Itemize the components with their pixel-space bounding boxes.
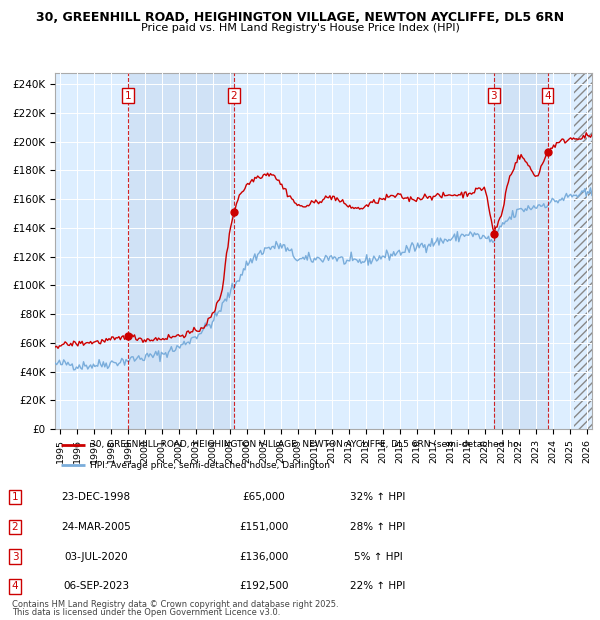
Text: This data is licensed under the Open Government Licence v3.0.: This data is licensed under the Open Gov…	[12, 608, 280, 617]
Bar	[574, 73, 592, 429]
Text: 32% ↑ HPI: 32% ↑ HPI	[350, 492, 406, 502]
Bar	[128, 73, 234, 429]
Text: 3: 3	[11, 552, 19, 562]
Text: Contains HM Land Registry data © Crown copyright and database right 2025.: Contains HM Land Registry data © Crown c…	[12, 600, 338, 609]
Text: Price paid vs. HM Land Registry's House Price Index (HPI): Price paid vs. HM Land Registry's House …	[140, 23, 460, 33]
Text: £192,500: £192,500	[239, 582, 289, 591]
Text: 28% ↑ HPI: 28% ↑ HPI	[350, 522, 406, 532]
Text: 03-JUL-2020: 03-JUL-2020	[64, 552, 128, 562]
Bar	[574, 73, 592, 429]
Text: 3: 3	[490, 91, 497, 100]
Text: £136,000: £136,000	[239, 552, 289, 562]
Text: 5% ↑ HPI: 5% ↑ HPI	[353, 552, 403, 562]
Text: 1: 1	[125, 91, 131, 100]
Text: 1: 1	[11, 492, 19, 502]
Text: 24-MAR-2005: 24-MAR-2005	[61, 522, 131, 532]
Text: 30, GREENHILL ROAD, HEIGHINGTON VILLAGE, NEWTON AYCLIFFE, DL5 6RN (semi-detached: 30, GREENHILL ROAD, HEIGHINGTON VILLAGE,…	[90, 440, 518, 450]
Text: 06-SEP-2023: 06-SEP-2023	[63, 582, 129, 591]
Bar	[494, 73, 548, 429]
Text: 4: 4	[11, 582, 19, 591]
Text: 2: 2	[230, 91, 237, 100]
Text: 4: 4	[544, 91, 551, 100]
Text: 2: 2	[11, 522, 19, 532]
Text: £151,000: £151,000	[239, 522, 289, 532]
Text: 30, GREENHILL ROAD, HEIGHINGTON VILLAGE, NEWTON AYCLIFFE, DL5 6RN: 30, GREENHILL ROAD, HEIGHINGTON VILLAGE,…	[36, 11, 564, 24]
Text: HPI: Average price, semi-detached house, Darlington: HPI: Average price, semi-detached house,…	[90, 461, 330, 470]
Text: £65,000: £65,000	[242, 492, 286, 502]
Text: 23-DEC-1998: 23-DEC-1998	[61, 492, 131, 502]
Text: 22% ↑ HPI: 22% ↑ HPI	[350, 582, 406, 591]
